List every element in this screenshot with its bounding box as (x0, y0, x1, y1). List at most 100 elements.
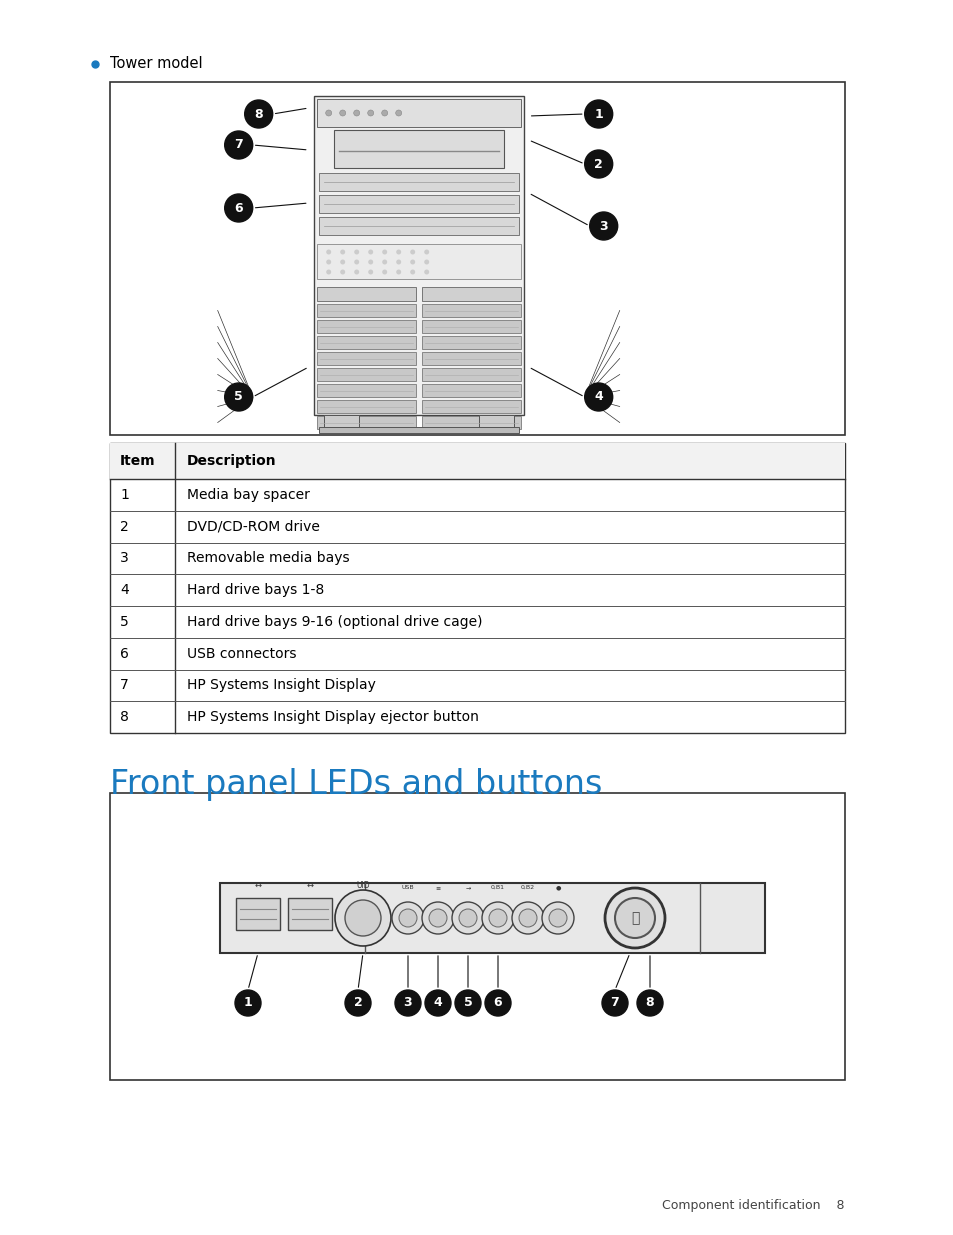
Text: 6: 6 (234, 201, 243, 215)
Circle shape (381, 110, 387, 116)
Circle shape (345, 900, 380, 936)
Text: 5: 5 (120, 615, 129, 629)
Circle shape (424, 249, 429, 254)
Text: DVD/CD-ROM drive: DVD/CD-ROM drive (187, 520, 319, 534)
Text: Description: Description (187, 454, 276, 468)
Text: HP Systems Insight Display: HP Systems Insight Display (187, 678, 375, 693)
Bar (316, 320, 416, 333)
Circle shape (424, 990, 451, 1016)
Text: ●: ● (555, 885, 560, 890)
Circle shape (395, 249, 401, 254)
Bar (316, 400, 416, 412)
Bar (316, 368, 416, 382)
Text: 4: 4 (120, 583, 129, 598)
Circle shape (326, 259, 331, 264)
Circle shape (325, 110, 332, 116)
Text: Hard drive bays 1-8: Hard drive bays 1-8 (187, 583, 324, 598)
Text: 1: 1 (594, 107, 602, 121)
Circle shape (340, 249, 345, 254)
Bar (220, 883, 764, 953)
Circle shape (244, 100, 273, 128)
Text: Component identification    8: Component identification 8 (661, 1198, 844, 1212)
Bar (323, 415, 358, 427)
Text: 0,B2: 0,B2 (520, 885, 535, 890)
Circle shape (410, 269, 415, 274)
Text: USB connectors: USB connectors (187, 647, 296, 661)
Bar (314, 96, 523, 415)
Bar (316, 99, 520, 127)
Text: 8: 8 (254, 107, 263, 121)
Circle shape (589, 212, 617, 240)
Circle shape (604, 888, 664, 948)
Bar (318, 195, 518, 212)
Bar (421, 336, 520, 350)
Bar (421, 320, 520, 333)
Circle shape (424, 269, 429, 274)
Bar (316, 245, 520, 279)
Circle shape (410, 259, 415, 264)
Circle shape (382, 269, 387, 274)
Text: 8: 8 (645, 997, 654, 1009)
Text: USB: USB (401, 885, 414, 890)
Bar (421, 384, 520, 396)
Circle shape (429, 909, 447, 927)
Text: UID: UID (355, 881, 370, 890)
Text: 1: 1 (120, 488, 129, 501)
Text: 7: 7 (234, 138, 243, 152)
Circle shape (584, 383, 612, 411)
Text: 2: 2 (594, 158, 602, 170)
Bar (110, 793, 844, 1079)
Circle shape (615, 898, 655, 939)
Text: ↔: ↔ (254, 881, 261, 890)
Circle shape (548, 909, 566, 927)
Circle shape (368, 249, 373, 254)
Circle shape (395, 259, 401, 264)
Text: 7: 7 (120, 678, 129, 693)
Circle shape (335, 890, 391, 946)
Bar (316, 304, 416, 317)
Circle shape (339, 110, 345, 116)
Circle shape (225, 194, 253, 222)
Text: ⏻: ⏻ (630, 911, 639, 925)
Circle shape (367, 110, 374, 116)
Bar (334, 130, 503, 168)
Bar (421, 287, 520, 301)
Text: 5: 5 (463, 997, 472, 1009)
Bar (478, 415, 513, 427)
Circle shape (489, 909, 506, 927)
Text: Item: Item (120, 454, 155, 468)
Circle shape (395, 110, 401, 116)
Circle shape (424, 259, 429, 264)
Circle shape (584, 100, 612, 128)
Text: 6: 6 (120, 647, 129, 661)
Circle shape (584, 149, 612, 178)
Circle shape (225, 131, 253, 159)
Circle shape (398, 909, 416, 927)
Text: 2: 2 (354, 997, 362, 1009)
Bar (316, 336, 416, 350)
Bar (318, 217, 518, 235)
Circle shape (395, 269, 401, 274)
Circle shape (455, 990, 480, 1016)
Text: Removable media bays: Removable media bays (187, 551, 349, 566)
Bar (421, 400, 520, 412)
Text: 4: 4 (594, 390, 602, 404)
Bar (318, 427, 518, 433)
Circle shape (340, 259, 345, 264)
Circle shape (541, 902, 574, 934)
Circle shape (225, 383, 253, 411)
Text: ≡: ≡ (435, 885, 440, 890)
Text: 1: 1 (243, 997, 253, 1009)
Circle shape (354, 110, 359, 116)
Circle shape (458, 909, 476, 927)
Circle shape (382, 259, 387, 264)
Circle shape (354, 259, 359, 264)
Text: 7: 7 (610, 997, 618, 1009)
Circle shape (382, 249, 387, 254)
Circle shape (234, 990, 261, 1016)
Circle shape (512, 902, 543, 934)
Circle shape (326, 269, 331, 274)
Text: ↔: ↔ (306, 881, 314, 890)
Text: 4: 4 (434, 997, 442, 1009)
Text: 3: 3 (403, 997, 412, 1009)
